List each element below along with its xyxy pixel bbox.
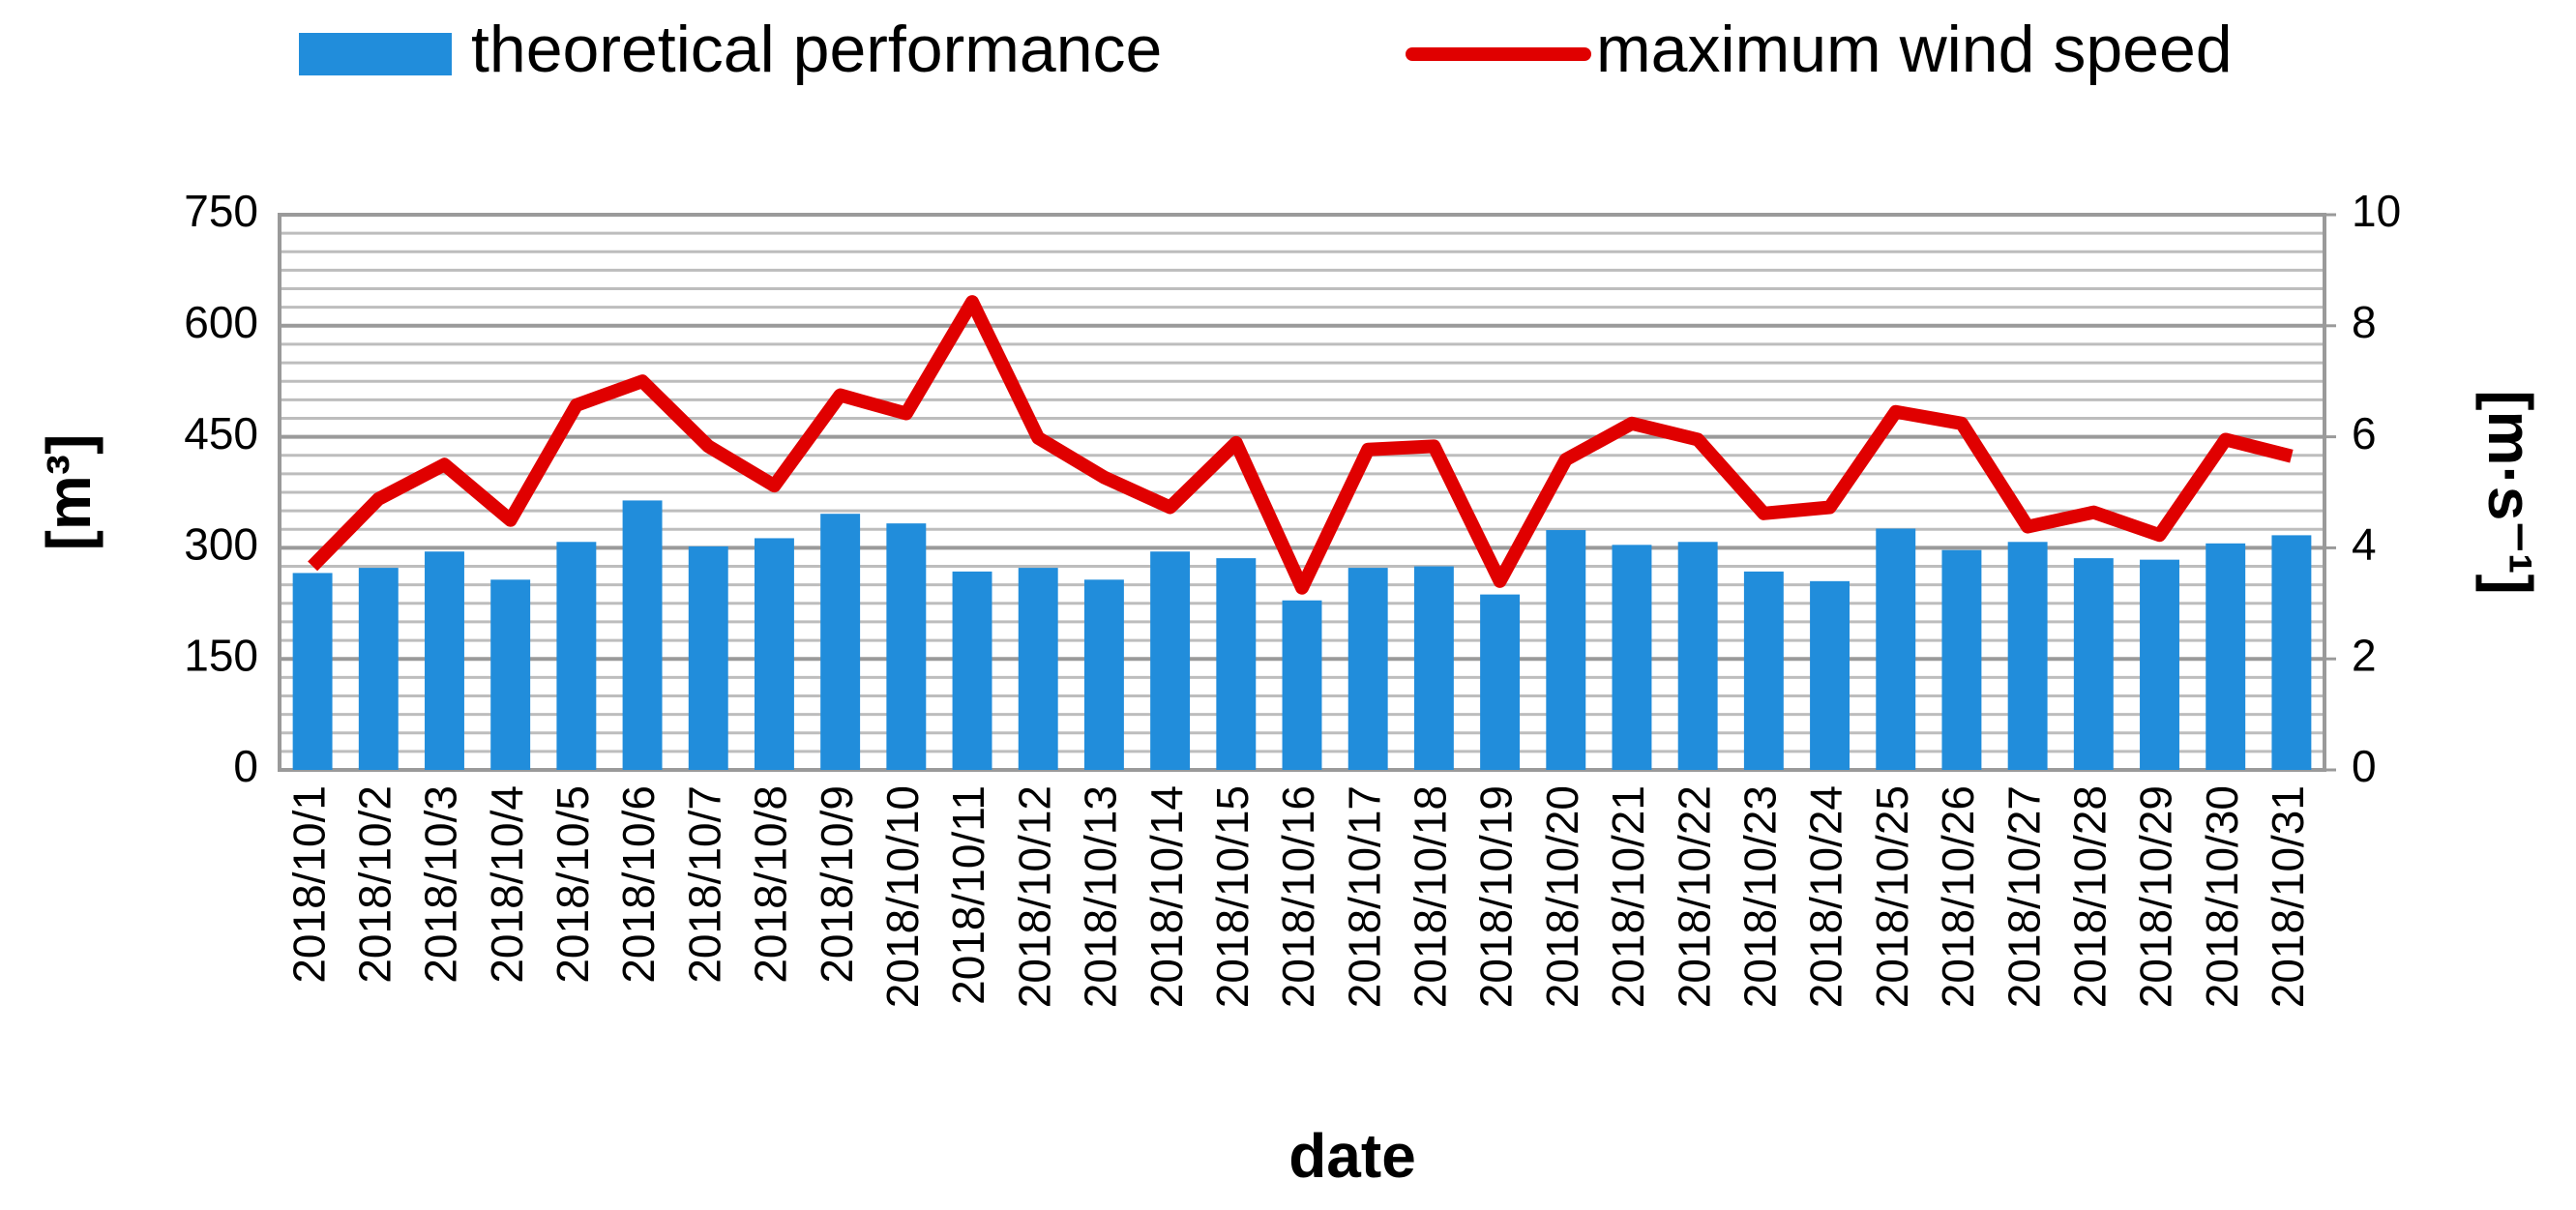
x-tick-label: 2018/10/18 [1406,785,1456,1008]
x-tick-label: 2018/10/24 [1801,785,1851,1008]
x-tick-label: 2018/10/3 [416,785,466,984]
x-tick-label: 2018/10/31 [2263,785,2313,1008]
y2-tick-label: 10 [2352,186,2401,236]
y2-axis-label: [m·s⁻¹] [2475,390,2545,595]
x-tick-label: 2018/10/12 [1009,785,1059,1008]
x-tick-label: 2018/10/16 [1273,785,1323,1008]
y2-tick-label: 4 [2352,519,2377,570]
x-tick-label: 2018/10/1 [283,785,334,984]
bar [886,523,927,770]
legend-label: maximum wind speed [1596,13,2233,86]
y-tick-label: 600 [184,297,258,347]
bar [1941,549,1982,770]
x-tick-label: 2018/10/5 [548,785,598,984]
bar [358,568,399,770]
bar [1876,528,1916,770]
bar [1347,568,1388,770]
x-tick-label: 2018/10/14 [1141,785,1192,1008]
y-tick-label: 450 [184,408,258,458]
x-tick-label: 2018/10/11 [943,785,993,1005]
bar [2206,543,2246,770]
x-tick-label: 2018/10/10 [877,785,928,1008]
bar [688,546,728,770]
x-tick-label: 2018/10/9 [812,785,862,984]
y-tick-label: 300 [184,519,258,570]
bar [1282,600,1322,770]
bar [1413,566,1454,770]
x-tick-label: 2018/10/25 [1867,785,1917,1008]
bar [1083,579,1124,770]
x-tick-label: 2018/10/22 [1669,785,1719,1008]
x-tick-label: 2018/10/6 [613,785,664,984]
bar [2007,542,2048,770]
bar [2073,558,2114,770]
bar [622,500,663,770]
x-tick-label: 2018/10/27 [1999,785,2049,1008]
x-tick-label: 2018/10/13 [1076,785,1126,1008]
x-axis-label: date [1288,1121,1416,1191]
y-tick-label: 0 [233,741,258,791]
bar [1612,545,1652,770]
x-tick-label: 2018/10/21 [1603,785,1653,1008]
x-tick-label: 2018/10/19 [1471,785,1522,1008]
bar [1743,571,1784,770]
bar [1480,594,1521,770]
legend-swatch [299,33,452,75]
legend-label: theoretical performance [471,13,1162,86]
x-tick-label: 2018/10/26 [1933,785,1983,1008]
bar [292,573,333,770]
bar [2271,535,2312,770]
y2-tick-label: 2 [2352,630,2377,680]
x-tick-label: 2018/10/30 [2197,785,2247,1008]
bar [556,542,597,770]
y-tick-label: 150 [184,630,258,680]
x-tick-label: 2018/10/20 [1537,785,1587,1008]
bar [425,551,464,770]
bar [490,579,531,770]
y2-tick-label: 6 [2352,408,2377,458]
bar [1150,551,1191,770]
bar [1216,558,1257,770]
bar [1810,580,1851,770]
y-tick-label: 750 [184,186,258,236]
x-tick-label: 2018/10/8 [746,785,796,984]
y2-tick-label: 8 [2352,297,2377,347]
x-tick-label: 2018/10/29 [2131,785,2181,1008]
line [308,295,2294,595]
x-tick-label: 2018/10/4 [482,785,532,984]
y2-tick-label: 0 [2352,741,2377,791]
x-tick-label: 2018/10/17 [1339,785,1389,1008]
bar [952,571,992,770]
bar [1018,568,1058,770]
x-tick-label: 2018/10/7 [679,785,729,984]
x-tick-label: 2018/10/28 [2064,785,2115,1008]
bar [1546,530,1586,770]
x-tick-label: 2018/10/2 [349,785,400,984]
bar [754,538,794,770]
bar [1677,542,1718,770]
y-axis-label: [m³] [34,434,104,551]
x-tick-label: 2018/10/23 [1735,785,1786,1008]
x-tick-label: 2018/10/15 [1207,785,1258,1008]
bar [820,514,861,770]
bar [2140,559,2179,770]
